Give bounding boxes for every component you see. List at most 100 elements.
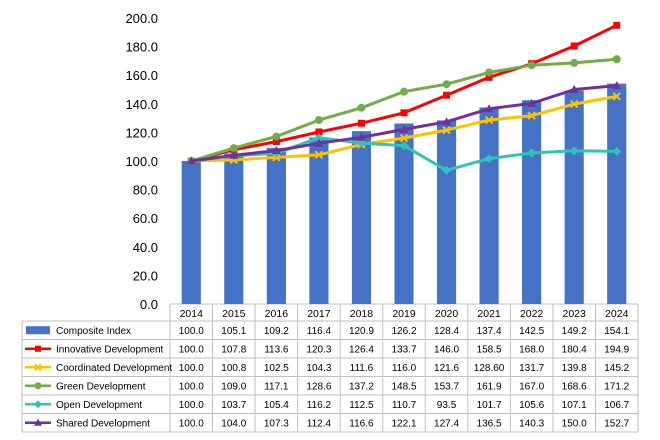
x-tick-label: 2020 xyxy=(435,308,459,320)
data-label: 113.6 xyxy=(264,344,289,355)
data-label: 121.6 xyxy=(434,363,459,374)
data-label: 128.4 xyxy=(434,326,459,337)
data-point-2016 xyxy=(272,138,280,146)
data-label: 148.5 xyxy=(391,381,416,392)
y-tick-label: 40.0 xyxy=(133,240,158,255)
data-point-2018 xyxy=(356,138,366,148)
data-point-2019 xyxy=(399,141,409,151)
data-label: 133.7 xyxy=(391,344,416,355)
data-label: 167.0 xyxy=(519,381,544,392)
data-label: 116.6 xyxy=(349,418,374,429)
data-label: 120.3 xyxy=(306,344,331,355)
legend-label: Composite Index xyxy=(56,326,131,337)
x-tick-label: 2016 xyxy=(265,308,289,320)
data-label: 111.6 xyxy=(350,363,374,374)
data-point-2023 xyxy=(570,58,579,67)
data-label: 104.3 xyxy=(306,363,331,374)
data-label: 146.0 xyxy=(434,344,459,355)
data-label: 126.4 xyxy=(349,344,374,355)
data-label: 128.60 xyxy=(474,363,505,374)
data-label: 105.1 xyxy=(221,326,246,337)
data-point-2020 xyxy=(442,165,452,175)
x-tick-label: 2023 xyxy=(563,308,587,320)
data-label: 116.4 xyxy=(307,326,332,337)
data-point-2021 xyxy=(484,154,494,164)
data-label: 127.4 xyxy=(434,418,459,429)
data-label: 105.6 xyxy=(519,400,544,411)
y-tick-label: 180.0 xyxy=(125,40,158,55)
data-point-2020 xyxy=(443,91,451,99)
data-label: 107.3 xyxy=(264,418,289,429)
y-tick-label: 120.0 xyxy=(125,125,158,140)
data-label: 122.1 xyxy=(391,418,416,429)
line-series xyxy=(186,21,622,175)
data-label: 168.0 xyxy=(519,344,544,355)
data-label: 171.2 xyxy=(604,381,629,392)
data-label: 142.5 xyxy=(519,326,544,337)
data-label: 120.9 xyxy=(349,326,374,337)
data-point-2024 xyxy=(612,92,621,101)
data-label: 150.0 xyxy=(562,418,587,429)
data-label: 158.5 xyxy=(477,344,502,355)
data-point-2018 xyxy=(357,103,366,112)
data-label: 152.7 xyxy=(604,418,629,429)
data-label: 139.8 xyxy=(562,363,587,374)
data-label: 131.7 xyxy=(519,363,544,374)
data-label: 145.2 xyxy=(604,363,629,374)
y-axis: 0.0 20.0 40.0 60.0 80.0 100.0 120.0 140.0 160.0 1… xyxy=(125,11,158,312)
bar-2014 xyxy=(181,161,201,304)
data-label: 100.0 xyxy=(179,418,204,429)
legend-key xyxy=(25,400,51,409)
data-point-2018 xyxy=(357,119,365,127)
data-label: 93.5 xyxy=(437,400,457,411)
bar-2018 xyxy=(351,131,372,304)
x-tick-label: 2019 xyxy=(392,308,416,320)
data-label: 137.2 xyxy=(349,381,374,392)
data-point-2022 xyxy=(527,148,537,158)
legend-key xyxy=(26,326,50,335)
data-point-2022 xyxy=(527,111,536,120)
data-label: 154.1 xyxy=(604,326,629,337)
x-tick-label: 2017 xyxy=(307,308,331,320)
data-label: 137.4 xyxy=(477,326,502,337)
bar-2017 xyxy=(309,137,329,304)
series-shared-development xyxy=(186,81,622,165)
y-tick-label: 20.0 xyxy=(133,268,158,283)
data-point-2021 xyxy=(485,73,493,81)
data-point-2015 xyxy=(229,144,238,153)
x-tick-label: 2022 xyxy=(520,308,544,320)
data-label: 194.9 xyxy=(604,344,629,355)
data-label: 100.0 xyxy=(179,363,204,374)
bar-2019 xyxy=(394,123,414,304)
data-point-2024 xyxy=(612,81,622,90)
bar-2021 xyxy=(479,107,499,304)
data-point-2023 xyxy=(569,146,579,156)
bar-series xyxy=(181,83,627,305)
data-point-2014 xyxy=(186,156,196,165)
x-tick-label: 2021 xyxy=(477,308,501,320)
data-point-2020 xyxy=(442,80,451,89)
data-point-2019 xyxy=(399,133,409,143)
data-point-2024 xyxy=(612,146,622,156)
x-tick-label: 2015 xyxy=(222,308,246,320)
series-green-development xyxy=(187,55,621,165)
legend-marker xyxy=(34,418,42,426)
data-label: 101.7 xyxy=(477,400,502,411)
y-tick-label: 200.0 xyxy=(125,11,158,26)
data-point-2015 xyxy=(229,150,239,159)
data-point-2017 xyxy=(314,133,324,143)
data-label: 105.4 xyxy=(264,400,289,411)
legend-label: Coordinated Development xyxy=(56,363,172,374)
data-label: 117.1 xyxy=(264,381,289,392)
legend-key xyxy=(25,363,51,371)
data-point-2017 xyxy=(315,128,323,136)
data-label: 116.2 xyxy=(307,400,332,411)
data-point-2016 xyxy=(271,146,281,155)
data-label: 112.5 xyxy=(349,400,374,411)
data-point-2017 xyxy=(314,150,324,160)
data-point-2022 xyxy=(527,61,536,70)
data-point-2021 xyxy=(485,68,494,77)
data-point-2024 xyxy=(612,55,621,64)
data-label: 180.4 xyxy=(562,344,587,355)
data-label: 116.0 xyxy=(392,363,417,374)
